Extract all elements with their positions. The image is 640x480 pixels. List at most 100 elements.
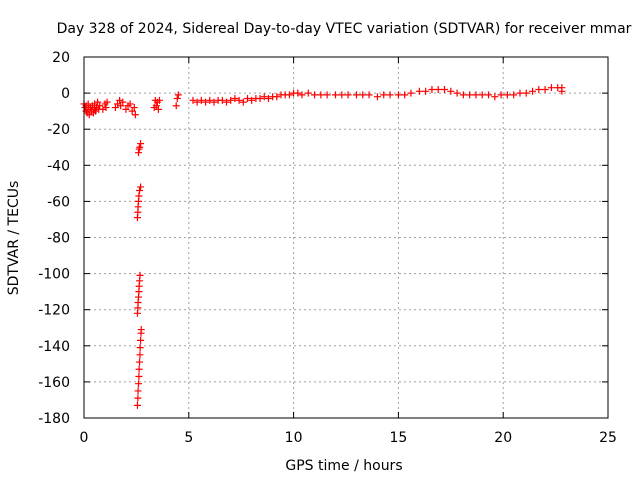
x-tick-label: 25 bbox=[599, 430, 617, 446]
y-tick-label: -20 bbox=[47, 122, 70, 138]
data-point bbox=[459, 91, 467, 99]
data-point bbox=[193, 98, 201, 106]
y-tick-label: -160 bbox=[38, 375, 70, 391]
data-point bbox=[558, 87, 566, 95]
data-point bbox=[136, 271, 144, 279]
y-tick-label: 0 bbox=[61, 86, 70, 102]
data-point bbox=[338, 91, 346, 99]
data-point bbox=[239, 98, 247, 106]
data-point bbox=[434, 85, 442, 93]
data-points bbox=[80, 84, 566, 409]
data-point bbox=[243, 95, 251, 103]
data-point bbox=[136, 344, 144, 352]
data-point bbox=[407, 89, 415, 97]
data-point bbox=[298, 91, 306, 99]
data-point bbox=[447, 87, 455, 95]
data-point bbox=[231, 95, 239, 103]
data-point bbox=[135, 145, 143, 153]
data-point bbox=[386, 91, 394, 99]
data-point bbox=[122, 105, 130, 113]
data-point bbox=[103, 98, 111, 106]
data-point bbox=[235, 96, 243, 104]
data-point bbox=[304, 89, 312, 97]
axis-ticks: 0 5 10 15 20 25 20 0 -20 -40 -60 -80 -100 -120 -140 -16… bbox=[38, 50, 617, 446]
data-point bbox=[173, 95, 181, 103]
data-point bbox=[344, 91, 352, 99]
data-point bbox=[128, 107, 136, 115]
data-point bbox=[137, 326, 145, 334]
data-point bbox=[133, 401, 141, 409]
data-point bbox=[172, 102, 180, 110]
data-point bbox=[137, 336, 145, 344]
data-point bbox=[453, 89, 461, 97]
data-point bbox=[380, 91, 388, 99]
data-point bbox=[152, 102, 160, 110]
data-point bbox=[126, 100, 134, 108]
data-point bbox=[485, 91, 493, 99]
x-tick-label: 0 bbox=[80, 430, 89, 446]
y-tick-label: -100 bbox=[38, 267, 70, 283]
data-point bbox=[85, 111, 93, 119]
data-point bbox=[365, 91, 373, 99]
data-point bbox=[401, 91, 409, 99]
y-tick-label: -40 bbox=[47, 158, 70, 174]
data-point bbox=[130, 104, 138, 112]
grid-lines bbox=[84, 57, 608, 418]
x-tick-label: 20 bbox=[494, 430, 512, 446]
data-point bbox=[352, 91, 360, 99]
y-tick-label: -180 bbox=[38, 411, 70, 427]
data-point bbox=[317, 91, 325, 99]
data-point bbox=[256, 95, 264, 103]
data-point bbox=[137, 140, 145, 148]
data-point bbox=[94, 98, 102, 106]
y-tick-label: -140 bbox=[38, 339, 70, 355]
data-point bbox=[373, 93, 381, 101]
y-tick-label: -60 bbox=[47, 194, 70, 210]
data-point bbox=[136, 351, 144, 359]
data-point bbox=[134, 387, 142, 395]
y-tick-label: -120 bbox=[38, 303, 70, 319]
data-point bbox=[134, 394, 142, 402]
data-point bbox=[503, 91, 511, 99]
data-point bbox=[136, 358, 144, 366]
data-point bbox=[189, 96, 197, 104]
data-point bbox=[415, 87, 423, 95]
data-point bbox=[541, 85, 549, 93]
data-point bbox=[516, 89, 524, 97]
data-point bbox=[206, 96, 214, 104]
y-tick-label: 20 bbox=[52, 50, 70, 66]
data-point bbox=[285, 91, 293, 99]
data-point bbox=[529, 87, 537, 95]
data-point bbox=[134, 380, 142, 388]
data-point bbox=[466, 91, 474, 99]
data-point bbox=[441, 85, 449, 93]
data-point bbox=[478, 91, 486, 99]
chart-title: Day 328 of 2024, Sidereal Day-to-day VTE… bbox=[57, 21, 632, 37]
data-point bbox=[248, 96, 256, 104]
data-point bbox=[102, 104, 110, 112]
data-point bbox=[136, 143, 144, 151]
data-point bbox=[137, 183, 145, 191]
data-point bbox=[117, 102, 125, 110]
data-point bbox=[428, 85, 436, 93]
data-point bbox=[497, 91, 505, 99]
x-tick-label: 10 bbox=[285, 430, 303, 446]
data-point bbox=[260, 93, 268, 101]
data-point bbox=[223, 98, 231, 106]
data-point bbox=[510, 91, 518, 99]
data-point bbox=[154, 105, 162, 113]
data-point bbox=[323, 91, 331, 99]
y-tick-label: -80 bbox=[47, 231, 70, 247]
data-point bbox=[394, 91, 402, 99]
data-point bbox=[422, 87, 430, 95]
data-point bbox=[135, 192, 143, 200]
data-point bbox=[135, 372, 143, 380]
data-point bbox=[332, 91, 340, 99]
data-point bbox=[311, 91, 319, 99]
x-axis-label: GPS time / hours bbox=[285, 458, 402, 474]
data-point bbox=[359, 91, 367, 99]
data-point bbox=[472, 91, 480, 99]
data-point bbox=[155, 96, 163, 104]
data-point bbox=[218, 96, 226, 104]
